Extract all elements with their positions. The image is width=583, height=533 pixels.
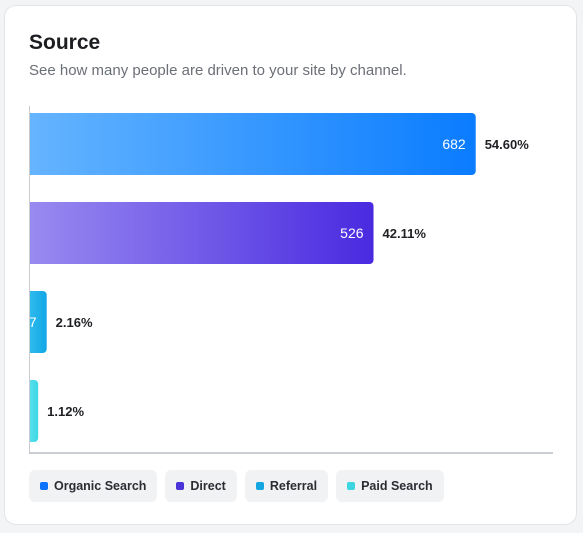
bar-organic-search[interactable] [23,113,476,175]
card-subtitle: See how many people are driven to your s… [29,62,407,79]
bar-percent-label: 54.60% [485,137,530,152]
bar-value-label: 14 [13,403,29,419]
bar-value-label: 682 [442,136,466,152]
bar-percent-label: 42.11% [383,226,427,241]
legend-item-paid-search[interactable]: Paid Search [336,470,444,502]
legend-item-referral[interactable]: Referral [244,470,329,502]
source-card: Source See how many people are driven to… [4,5,577,525]
bar-paid-search[interactable] [23,380,39,442]
legend-swatch-icon [255,482,264,490]
legend-label: Referral [269,479,318,493]
legend-label: Paid Search [361,479,433,493]
bar-referral[interactable] [23,291,47,353]
bar-percent-label: 1.12% [47,404,84,419]
legend-item-direct[interactable]: Direct [165,470,237,502]
source-bar-chart: 682 54.60% 526 42.11% 27 2.16% 14 1.12% [13,106,553,454]
legend-item-organic-search[interactable]: Organic Search [29,470,158,502]
bar-percent-label: 2.16% [56,315,93,330]
bar-direct[interactable] [23,202,374,264]
bar-value-label: 526 [340,225,364,241]
legend-label: Direct [190,479,226,493]
card-title: Source [29,31,101,54]
legend-label: Organic Search [54,479,147,493]
bar-value-label: 27 [21,314,37,330]
chart-legend: Organic Search Direct Referral Paid Sear… [29,470,444,502]
legend-swatch-icon [176,482,185,490]
legend-swatch-icon [40,482,48,490]
legend-swatch-icon [347,482,356,490]
